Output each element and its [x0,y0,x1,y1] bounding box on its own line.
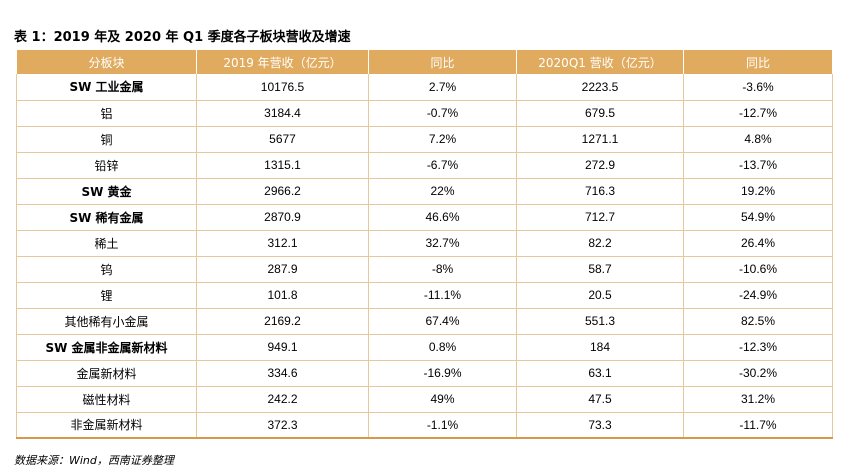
yoy-2020q1-cell: 26.4% [683,230,833,257]
revenue-2019-cell: 2169.2 [196,308,369,335]
segment-cell: 稀土 [16,230,197,257]
yoy-2019-cell: -6.7% [368,152,517,179]
yoy-2019-cell: -11.1% [368,282,517,309]
table-header-row: 分板块 2019 年营收（亿元） 同比 2020Q1 营收（亿元） 同比 [16,50,833,74]
revenue-2020q1-cell: 20.5 [516,282,684,309]
yoy-2020q1-cell: -12.7% [683,100,833,127]
yoy-2019-cell: -0.7% [368,100,517,127]
table-row: SW 黄金 2966.2 22% 716.3 19.2% [16,178,833,205]
revenue-2019-cell: 242.2 [196,386,369,413]
revenue-2020q1-cell: 63.1 [516,360,684,387]
yoy-2019-cell: 22% [368,178,517,205]
table-row: SW 稀有金属 2870.9 46.6% 712.7 54.9% [16,204,833,231]
revenue-2019-cell: 372.3 [196,412,369,439]
revenue-2020q1-cell: 679.5 [516,100,684,127]
revenue-2019-cell: 3184.4 [196,100,369,127]
yoy-2019-cell: 2.7% [368,74,517,101]
yoy-2020q1-cell: -10.6% [683,256,833,283]
yoy-2019-cell: 46.6% [368,204,517,231]
revenue-2020q1-cell: 82.2 [516,230,684,257]
table-row: 稀土 312.1 32.7% 82.2 26.4% [16,230,833,257]
yoy-2019-cell: 67.4% [368,308,517,335]
table-title: 表 1：2019 年及 2020 年 Q1 季度各子板块营收及增速 [14,30,351,45]
segment-cell: 铝 [16,100,197,127]
segment-cell: 锂 [16,282,197,309]
yoy-2020q1-cell: 19.2% [683,178,833,205]
revenue-2019-cell: 10176.5 [196,74,369,101]
revenue-2020q1-cell: 1271.1 [516,126,684,153]
revenue-2020q1-cell: 551.3 [516,308,684,335]
yoy-2019-cell: -8% [368,256,517,283]
segment-cell: 铜 [16,126,197,153]
revenue-2019-cell: 101.8 [196,282,369,309]
table-row: 金属新材料 334.6 -16.9% 63.1 -30.2% [16,360,833,387]
revenue-2020q1-cell: 716.3 [516,178,684,205]
yoy-2020q1-cell: -11.7% [683,412,833,439]
header-yoy-2019: 同比 [368,50,517,74]
revenue-2020q1-cell: 184 [516,334,684,361]
table-row: 铝 3184.4 -0.7% 679.5 -12.7% [16,100,833,127]
segment-cell: 钨 [16,256,197,283]
revenue-2019-cell: 5677 [196,126,369,153]
segment-cell: 铅锌 [16,152,197,179]
yoy-2020q1-cell: -12.3% [683,334,833,361]
yoy-2020q1-cell: 82.5% [683,308,833,335]
revenue-2019-cell: 287.9 [196,256,369,283]
revenue-2020q1-cell: 73.3 [516,412,684,439]
header-revenue-2020q1: 2020Q1 营收（亿元） [516,50,684,74]
yoy-2020q1-cell: 54.9% [683,204,833,231]
revenue-2019-cell: 312.1 [196,230,369,257]
table-row: SW 金属非金属新材料 949.1 0.8% 184 -12.3% [16,334,833,361]
segment-cell: SW 黄金 [16,178,197,205]
yoy-2020q1-cell: 4.8% [683,126,833,153]
table-row: 锂 101.8 -11.1% 20.5 -24.9% [16,282,833,309]
yoy-2020q1-cell: -3.6% [683,74,833,101]
yoy-2019-cell: 49% [368,386,517,413]
header-yoy-2020q1: 同比 [683,50,833,74]
yoy-2019-cell: -1.1% [368,412,517,439]
table-row: 磁性材料 242.2 49% 47.5 31.2% [16,386,833,413]
segment-cell: 磁性材料 [16,386,197,413]
revenue-2019-cell: 2870.9 [196,204,369,231]
revenue-2020q1-cell: 272.9 [516,152,684,179]
revenue-2019-cell: 2966.2 [196,178,369,205]
segment-cell: 金属新材料 [16,360,197,387]
yoy-2020q1-cell: -24.9% [683,282,833,309]
segment-cell: 非金属新材料 [16,412,197,439]
revenue-2019-cell: 1315.1 [196,152,369,179]
table-row: 铜 5677 7.2% 1271.1 4.8% [16,126,833,153]
revenue-2019-cell: 949.1 [196,334,369,361]
yoy-2019-cell: -16.9% [368,360,517,387]
table-row: 非金属新材料 372.3 -1.1% 73.3 -11.7% [16,412,833,439]
revenue-2020q1-cell: 2223.5 [516,74,684,101]
revenue-2019-cell: 334.6 [196,360,369,387]
table-row: 铅锌 1315.1 -6.7% 272.9 -13.7% [16,152,833,179]
yoy-2019-cell: 0.8% [368,334,517,361]
yoy-2019-cell: 32.7% [368,230,517,257]
revenue-table: 分板块 2019 年营收（亿元） 同比 2020Q1 营收（亿元） 同比 SW … [16,50,833,439]
header-segment: 分板块 [16,50,197,74]
table-row: 钨 287.9 -8% 58.7 -10.6% [16,256,833,283]
table-row: 其他稀有小金属 2169.2 67.4% 551.3 82.5% [16,308,833,335]
segment-cell: SW 稀有金属 [16,204,197,231]
segment-cell: SW 金属非金属新材料 [16,334,197,361]
source-note: 数据来源：Wind，西南证券整理 [14,454,174,467]
segment-cell: 其他稀有小金属 [16,308,197,335]
yoy-2020q1-cell: 31.2% [683,386,833,413]
segment-cell: SW 工业金属 [16,74,197,101]
yoy-2020q1-cell: -30.2% [683,360,833,387]
revenue-2020q1-cell: 712.7 [516,204,684,231]
yoy-2020q1-cell: -13.7% [683,152,833,179]
yoy-2019-cell: 7.2% [368,126,517,153]
table-row: SW 工业金属 10176.5 2.7% 2223.5 -3.6% [16,74,833,101]
revenue-2020q1-cell: 47.5 [516,386,684,413]
header-revenue-2019: 2019 年营收（亿元） [196,50,369,74]
revenue-2020q1-cell: 58.7 [516,256,684,283]
